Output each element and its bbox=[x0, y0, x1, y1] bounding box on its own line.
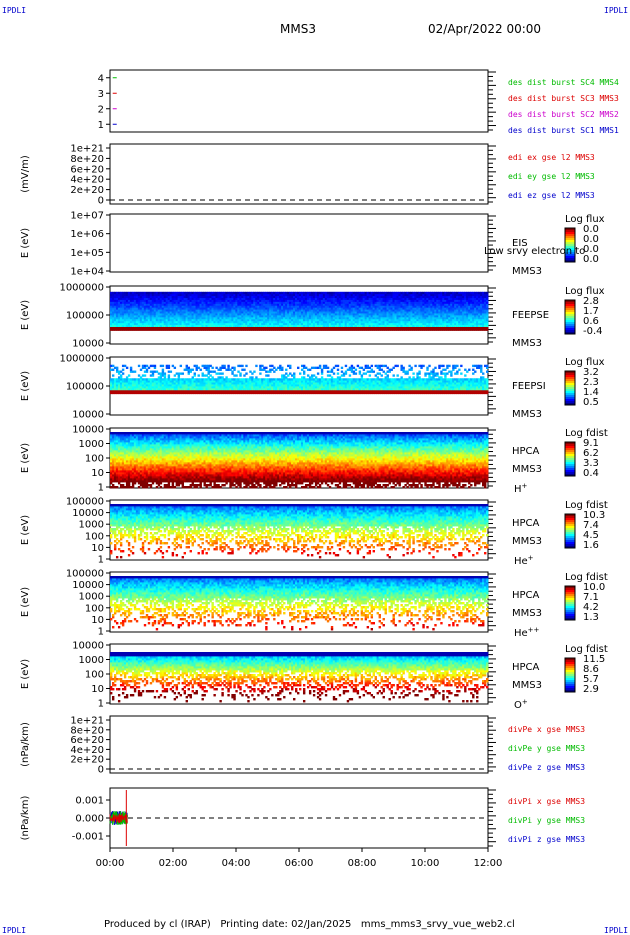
y-tick-label: 1e+06 bbox=[70, 229, 104, 240]
colorbar-tick-label: 0.5 bbox=[583, 397, 599, 408]
spectrogram-cell bbox=[192, 369, 194, 371]
spectrogram-cell bbox=[293, 372, 295, 374]
spectrogram-cell bbox=[112, 374, 114, 376]
y-tick-label: 10000 bbox=[72, 339, 104, 350]
y-tick-label: 1000000 bbox=[59, 354, 104, 365]
y-tick-label: 10000 bbox=[72, 410, 104, 421]
spectrogram-cell bbox=[239, 372, 241, 374]
spectrogram-cell bbox=[168, 365, 170, 367]
spectrogram-cell bbox=[245, 372, 247, 374]
spectrogram-cell bbox=[285, 369, 287, 371]
y-tick-label: 1e+05 bbox=[70, 248, 104, 259]
spacecraft-label: MMS3 bbox=[512, 338, 542, 349]
spectrogram-cell bbox=[174, 367, 176, 369]
y-axis-label: E (eV) bbox=[20, 371, 31, 401]
spectrogram-cell bbox=[241, 365, 243, 367]
spectrogram-cell bbox=[200, 369, 202, 371]
spectrogram-cell bbox=[138, 365, 140, 367]
spectrogram-cell bbox=[180, 365, 182, 367]
legend-entry: des dist burst SC3 MMS3 bbox=[508, 94, 619, 103]
y-tick-label: 3 bbox=[98, 89, 104, 100]
spectrogram-cell bbox=[134, 371, 136, 373]
y-tick-label: 4 bbox=[98, 73, 104, 84]
spectrogram-cell bbox=[289, 365, 291, 367]
overlay-text: Low srvy electron to bbox=[484, 246, 585, 257]
spacecraft-label: MMS3 bbox=[512, 266, 542, 277]
y-tick-label: 2e+20 bbox=[70, 185, 104, 196]
spectrogram-cell bbox=[297, 367, 299, 369]
panel-frame bbox=[110, 214, 488, 272]
spectrogram-cell bbox=[162, 369, 164, 371]
spectrogram-cell bbox=[198, 374, 200, 376]
legend-entry: edi ex gse l2 MMS3 bbox=[508, 153, 595, 162]
spectrogram-cell bbox=[255, 365, 257, 367]
spectrogram-cell bbox=[265, 367, 267, 369]
legend-entry: des dist burst SC2 MMS2 bbox=[508, 110, 619, 119]
colorbar-tick-label: -0.4 bbox=[583, 326, 603, 337]
spectrogram-cell bbox=[116, 367, 118, 369]
spectrogram-cell bbox=[126, 367, 128, 369]
spectrogram-cell bbox=[130, 367, 132, 369]
y-tick-label: 1000000 bbox=[59, 283, 104, 294]
spectrogram-cell bbox=[144, 374, 146, 376]
spectrogram-cell bbox=[227, 365, 229, 367]
instrument-label: FEEPSI bbox=[512, 381, 546, 392]
spectrogram-cell bbox=[122, 369, 124, 371]
y-tick-label: 1e+04 bbox=[70, 267, 104, 278]
y-tick-label: 4e+20 bbox=[70, 175, 104, 186]
spectrogram-cell bbox=[281, 367, 283, 369]
spectrogram-cell bbox=[122, 372, 124, 374]
colorbar-tick-label: 0.0 bbox=[583, 254, 599, 265]
panel-frame bbox=[110, 70, 488, 132]
spectrogram-cell bbox=[182, 372, 184, 374]
y-tick-label: 1e+07 bbox=[70, 211, 104, 222]
spectrogram-cell bbox=[170, 371, 172, 373]
panel-burst: 4 3 2 1 des dist burst SC4 MMS4 des dist burs… bbox=[98, 70, 619, 135]
y-tick-label: 8e+20 bbox=[70, 154, 104, 165]
panel-frame bbox=[110, 144, 488, 204]
legend-entry: edi ey gse l2 MMS3 bbox=[508, 172, 595, 181]
y-axis-label: E (eV) bbox=[20, 300, 31, 330]
instrument-label: FEEPSE bbox=[512, 310, 549, 321]
spectrogram-cell bbox=[168, 374, 170, 376]
y-tick-label: 100000 bbox=[66, 382, 104, 393]
spectrogram-cell bbox=[128, 374, 130, 376]
spectrogram-cell bbox=[162, 365, 164, 367]
spectrogram-cell bbox=[223, 365, 225, 367]
spectrogram-cell bbox=[211, 367, 213, 369]
spectrogram-cell bbox=[259, 372, 261, 374]
y-axis-label: E (eV) bbox=[20, 228, 31, 258]
spectrogram-cell bbox=[235, 374, 237, 376]
spacecraft-label: MMS3 bbox=[512, 409, 542, 420]
legend-entry: edi ez gse l2 MMS3 bbox=[508, 191, 595, 200]
y-axis-label: (mV/m) bbox=[20, 155, 31, 193]
y-tick-label: 0 bbox=[98, 196, 104, 207]
y-tick-label: 100000 bbox=[66, 311, 104, 322]
spectrogram-cell bbox=[194, 372, 196, 374]
spectrogram-cell bbox=[221, 372, 223, 374]
y-tick-label: 2 bbox=[98, 104, 104, 115]
spectrogram-cell bbox=[267, 374, 269, 376]
spectrogram-cell bbox=[154, 365, 156, 367]
spectrogram-cell bbox=[243, 369, 245, 371]
spectrogram-cell bbox=[164, 372, 166, 374]
spectrogram-cell bbox=[486, 292, 488, 294]
spectrogram-cell bbox=[233, 367, 235, 369]
legend-entry: des dist burst SC4 MMS4 bbox=[508, 78, 619, 87]
y-tick-label: 6e+20 bbox=[70, 164, 104, 175]
y-tick-label: 1 bbox=[98, 120, 104, 131]
spectrogram-cell bbox=[253, 371, 255, 373]
legend-entry: des dist burst SC1 MMS1 bbox=[508, 126, 619, 135]
spectrogram-cell bbox=[245, 365, 247, 367]
y-tick-label: 1e+21 bbox=[70, 144, 104, 155]
